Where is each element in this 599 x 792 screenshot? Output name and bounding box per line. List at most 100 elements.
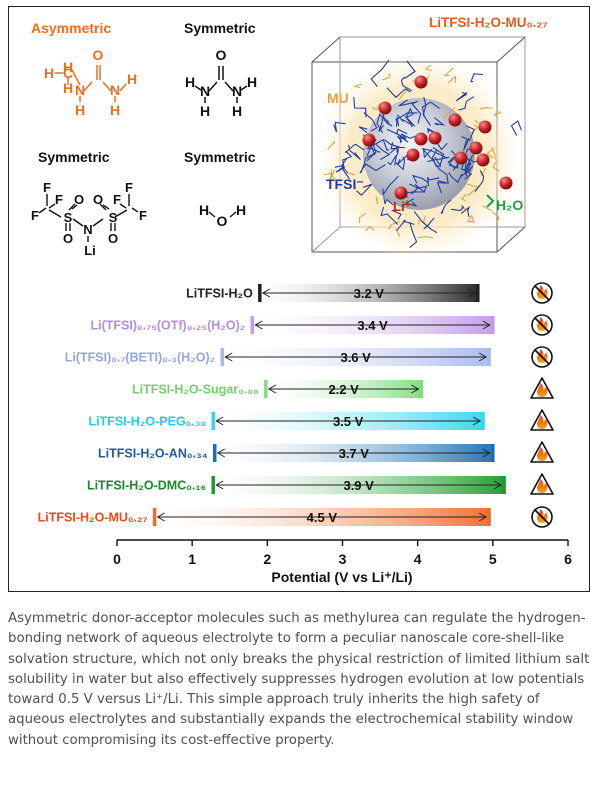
arrow-head-left (215, 480, 224, 490)
arrow-head-left (261, 288, 271, 298)
symmetric-label-tfsi: Symmetric (38, 149, 110, 165)
atom-n: N (83, 222, 92, 237)
electrolyte-name: Li(TFSI)₀.₇₅(OTf)₀.₂₅(H₂O)₂ (91, 319, 246, 333)
arrow-head-left (156, 512, 165, 522)
symmetric-label-water: Symmetric (184, 149, 256, 165)
tfsi-bond (400, 76, 413, 92)
tfsi-bond (399, 133, 417, 144)
arrow-head-right (467, 288, 476, 298)
atom-h: H (110, 102, 120, 118)
tfsi-bond (404, 115, 416, 127)
arrow-head-right (493, 480, 503, 490)
tfsi-bond (363, 111, 378, 132)
tfsi-bond (356, 183, 373, 196)
tfsi-bond (398, 99, 416, 107)
mu-bond (388, 221, 401, 230)
tfsi-bond (396, 128, 408, 142)
tfsi-bond (462, 138, 470, 152)
tfsi-bond (464, 168, 473, 180)
atom-h: H (44, 65, 54, 81)
tfsi-bond (395, 219, 415, 232)
tfsi-bond (386, 87, 411, 99)
tfsi-bond (421, 101, 440, 118)
tfsi-bond (378, 116, 384, 132)
non-flammable-icon (531, 506, 553, 528)
li-ion (448, 113, 462, 127)
tfsi-bond (432, 146, 445, 167)
atom-h: H (199, 202, 209, 218)
tfsi-bond (411, 183, 426, 195)
tfsi-bond (404, 60, 416, 80)
tfsi-bond (389, 145, 400, 155)
electrolyte-labels: LiTFSI-H₂O Li(TFSI)₀.₇₅(OTf)₀.₂₅(H₂O)₂ Li(… (38, 287, 259, 525)
tfsi-bond (451, 205, 465, 212)
atom-h: H (200, 103, 210, 119)
tfsi-bond (390, 142, 398, 153)
atom-n: N (75, 82, 85, 98)
atom-o: O (93, 192, 103, 207)
tfsi-bond (387, 154, 398, 166)
li-ion (378, 101, 392, 115)
arrow-head-left (267, 384, 277, 394)
li-ion (394, 186, 408, 200)
tfsi-bond (376, 113, 390, 134)
tfsi-bond (391, 209, 402, 220)
tfsi-bond (460, 205, 470, 218)
flammable-icon (530, 473, 554, 495)
arrow-head-right (482, 448, 491, 458)
x-tick-label: 1 (188, 551, 196, 567)
non-flammable-icon (531, 346, 553, 368)
tfsi-bond (375, 144, 391, 161)
atom-h: H (63, 59, 73, 75)
flammable-icon (530, 441, 554, 463)
litfsi-structure (38, 194, 139, 242)
mu-bond (327, 140, 336, 150)
mu-bond (466, 183, 481, 188)
tfsi-bond (383, 196, 394, 206)
mu-bond (324, 172, 333, 181)
mu-bond (460, 193, 468, 202)
atom-o: O (63, 231, 73, 246)
window-value: 2.2 V (328, 382, 359, 397)
electrolyte-name: LiTFSI-H₂O-MU₀.₂₇ (38, 511, 148, 525)
mu-bond (447, 75, 457, 84)
electrolyte-name: LiTFSI-H₂O (186, 287, 253, 301)
arrow-head-left (224, 352, 233, 362)
mu-bond (492, 211, 500, 223)
atom-f: F (31, 208, 39, 223)
safety-icons (530, 282, 554, 528)
lithium-ions (362, 75, 513, 200)
tfsi-bond (359, 163, 386, 174)
tfsi-bond (423, 217, 435, 230)
mu-bond (348, 172, 356, 176)
mu-bond (330, 169, 336, 186)
tfsi-bond (409, 183, 428, 193)
urea-structure (194, 66, 248, 103)
atom-n: N (200, 83, 210, 99)
mu-bond (330, 169, 339, 183)
tfsi-bond (448, 172, 463, 184)
tfsi-bond (358, 126, 368, 134)
atom-s: S (64, 210, 73, 225)
tfsi-bond (440, 199, 452, 215)
li-ion (428, 131, 442, 145)
esw-chart: LiTFSI-H₂O Li(TFSI)₀.₇₅(OTf)₀.₂₅(H₂O)₂ Li(… (38, 282, 572, 585)
tfsi-bond (405, 107, 414, 119)
li-ion (406, 148, 420, 162)
li-ion (362, 133, 376, 147)
x-tick-label: 2 (263, 551, 271, 567)
arrow-head-right (472, 416, 482, 426)
tfsi-bond (409, 221, 418, 248)
atom-f: F (43, 180, 51, 195)
li-ion (454, 151, 468, 165)
atom-o: O (108, 231, 118, 246)
atom-n: N (110, 82, 120, 98)
tfsi-bond (447, 154, 458, 170)
tfsi-bond (436, 180, 448, 194)
arrow-head-right (478, 352, 488, 362)
x-tick-label: 3 (339, 551, 347, 567)
window-value: 3.2 V (354, 286, 385, 301)
symmetric-label-urea: Symmetric (184, 20, 256, 36)
mu-bond (424, 64, 432, 72)
li-ion (478, 120, 492, 134)
